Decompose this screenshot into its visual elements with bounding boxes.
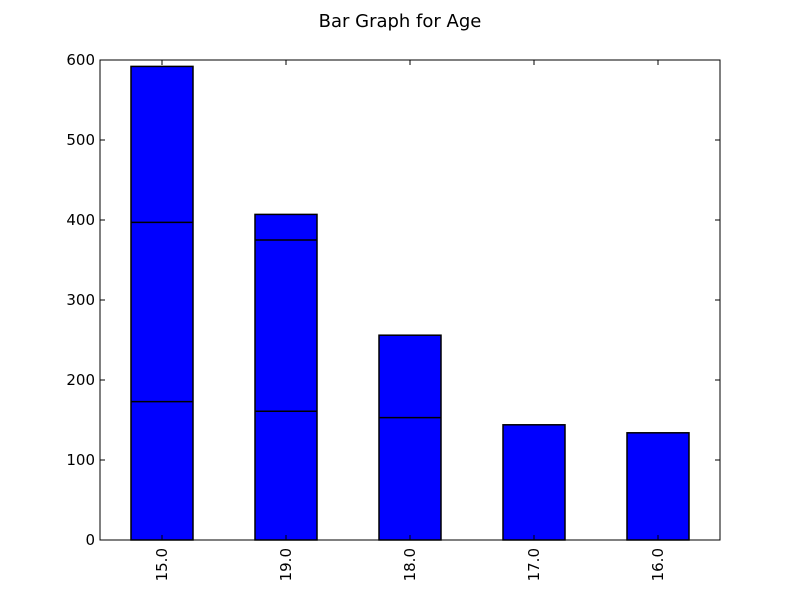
y-tick-label-500: 500 [66,131,95,149]
bar-15.0 [130,65,194,541]
y-tick-label-300: 300 [66,291,95,309]
bar-18.0 [378,334,442,541]
chart-title: Bar Graph for Age [319,11,482,32]
labels-layer: 15.0 19.0 18.0 17.0 16.0 0 100 200 300 400 500 600 [66,51,667,581]
x-tick-label-16.0: 16.0 [649,548,667,581]
x-tick-label-17.0: 17.0 [525,548,543,581]
x-tick-label-19.0: 19.0 [277,548,295,581]
y-tick-label-0: 0 [85,531,95,549]
x-tick-label-18.0: 18.0 [401,548,419,581]
y-tick-label-200: 200 [66,371,95,389]
bar-19.0 [254,213,318,541]
y-tick-label-600: 600 [66,51,95,69]
y-tick-label-100: 100 [66,451,95,469]
y-tick-label-400: 400 [66,211,95,229]
ticks-layer [100,59,720,541]
bars-layer [130,65,690,541]
x-tick-label-15.0: 15.0 [153,548,171,581]
bar-16.0 [626,432,690,541]
bar-17.0 [502,424,566,541]
